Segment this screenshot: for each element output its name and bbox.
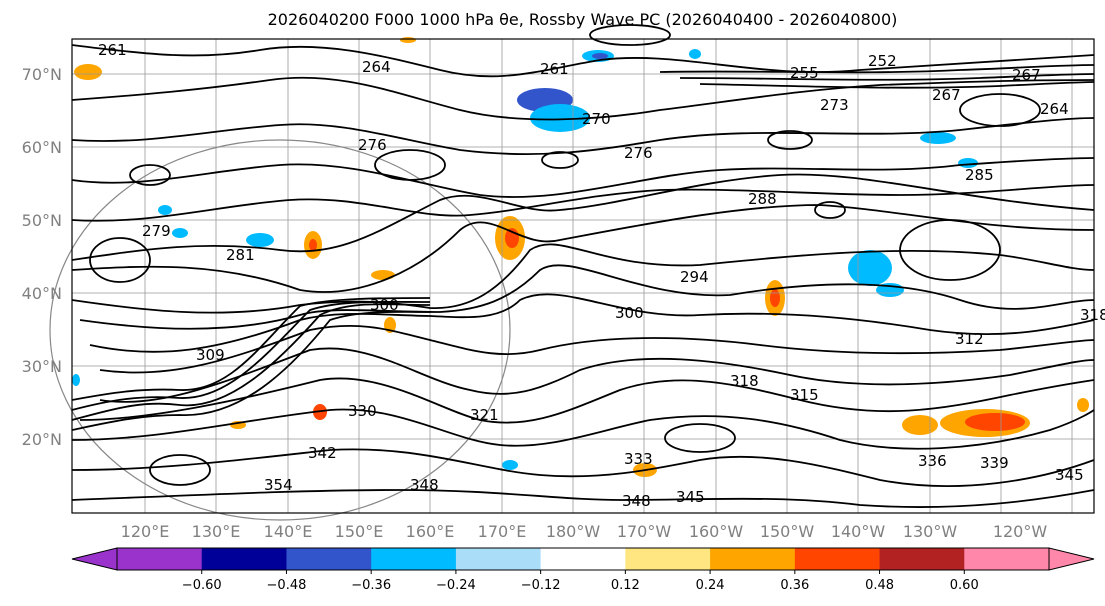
contour-label: 285 — [965, 166, 994, 184]
contour-label: 333 — [624, 450, 653, 468]
contour-label: 348 — [622, 492, 651, 510]
contour-label: 342 — [308, 444, 337, 462]
theta-e-contours — [71, 24, 1095, 508]
contour-label: 273 — [820, 96, 849, 114]
latitude-axis: 70°N 60°N 50°N 40°N 30°N 20°N — [22, 65, 62, 449]
contour-label: 279 — [142, 222, 171, 240]
lon-tick-label: 170°W — [617, 522, 672, 541]
colorbar-swatch — [540, 548, 626, 570]
colorbar-tick-label: −0.36 — [351, 578, 391, 593]
contour-label: 336 — [918, 452, 947, 470]
contour-labels: 261 264 261 255 252 273 270 276 276 279 … — [98, 41, 1105, 510]
colorbar-swatch — [371, 548, 457, 570]
contour-label: 264 — [1040, 100, 1069, 118]
contour-label: 345 — [676, 488, 705, 506]
lon-tick-label: 130°E — [192, 522, 241, 541]
colorbar-high-extend — [1048, 547, 1095, 571]
contour-label: 330 — [348, 402, 377, 420]
colorbar-tick-label: 0.48 — [865, 578, 894, 593]
lat-tick-label: 30°N — [22, 357, 62, 376]
lat-tick-label: 60°N — [22, 138, 62, 157]
colorbar-low-extend — [71, 547, 118, 571]
contour-label: 261 — [98, 41, 127, 59]
lon-tick-label: 160°W — [689, 522, 744, 541]
lon-tick-label: 120°W — [993, 522, 1048, 541]
contour-label: 267 — [932, 86, 961, 104]
lon-tick-label: 160°E — [406, 522, 455, 541]
colorbar-tick-label: −0.24 — [436, 578, 476, 593]
contour-label: 339 — [980, 454, 1009, 472]
contour-label: 300 — [370, 296, 399, 314]
graticule — [72, 39, 1094, 513]
contour-label: 354 — [264, 476, 293, 494]
colorbar-tick-label: 0.36 — [780, 578, 809, 593]
colorbar-swatch — [455, 548, 542, 570]
contour-label: 270 — [582, 110, 611, 128]
lon-tick-label: 170°E — [478, 522, 527, 541]
contour-label: 318 — [1080, 306, 1105, 324]
contour-label: 321 — [470, 406, 499, 424]
colorbar-tick-label: −0.12 — [521, 578, 561, 593]
colorbar-swatch — [794, 548, 881, 570]
lon-tick-label: 150°E — [335, 522, 384, 541]
contour-label: 261 — [540, 60, 569, 78]
colorbar-tick-label: 0.24 — [696, 578, 725, 593]
colorbar-swatch — [201, 548, 287, 570]
colorbar-swatch — [879, 548, 965, 570]
longitude-axis: 120°E 130°E 140°E 150°E 160°E 170°E 180°… — [121, 522, 1048, 541]
lon-tick-label: 140°W — [831, 522, 886, 541]
map-title: 2026040200 F000 1000 hPa θe, Rossby Wave… — [267, 10, 898, 29]
contour-label: 255 — [790, 64, 819, 82]
contour-label: 300 — [615, 304, 644, 322]
map-frame — [71, 38, 1095, 514]
lon-tick-label: 120°E — [121, 522, 170, 541]
colorbar-tick-label: −0.60 — [182, 578, 222, 593]
lat-tick-label: 20°N — [22, 430, 62, 449]
contour-label: 309 — [196, 346, 225, 364]
contour-label: 345 — [1055, 466, 1084, 484]
contour-label: 276 — [358, 136, 387, 154]
contour-label: 288 — [748, 190, 777, 208]
lon-tick-label: 180°W — [546, 522, 601, 541]
colorbar-tick-label: 0.60 — [950, 578, 979, 593]
contour-label: 264 — [362, 58, 391, 76]
contour-label: 318 — [730, 372, 759, 390]
contour-label: 281 — [226, 246, 255, 264]
lat-tick-label: 40°N — [22, 284, 62, 303]
lat-tick-label: 50°N — [22, 211, 62, 230]
contour-label: 315 — [790, 386, 819, 404]
contour-label: 267 — [1012, 66, 1041, 84]
contour-label: 348 — [410, 476, 439, 494]
colorbar-swatch — [286, 548, 372, 570]
lon-tick-label: 150°W — [760, 522, 815, 541]
colorbar-swatch — [117, 548, 203, 570]
lon-tick-label: 140°E — [264, 522, 313, 541]
colorbar-swatch — [710, 548, 796, 570]
lat-tick-label: 70°N — [22, 65, 62, 84]
contour-label: 252 — [868, 52, 897, 70]
colorbar: −0.60 −0.48 −0.36 −0.24 −0.12 0.12 0.24 0.36 0.4… — [71, 547, 1095, 593]
colorbar-tick-label: −0.48 — [267, 578, 307, 593]
contour-label: 312 — [955, 330, 984, 348]
colorbar-swatch — [964, 548, 1050, 570]
lon-tick-label: 130°W — [903, 522, 958, 541]
contour-label: 276 — [624, 144, 653, 162]
colorbar-tick-label: 0.12 — [611, 578, 640, 593]
colorbar-swatch — [625, 548, 711, 570]
contour-label: 294 — [680, 268, 709, 286]
reference-circle — [49, 139, 511, 521]
